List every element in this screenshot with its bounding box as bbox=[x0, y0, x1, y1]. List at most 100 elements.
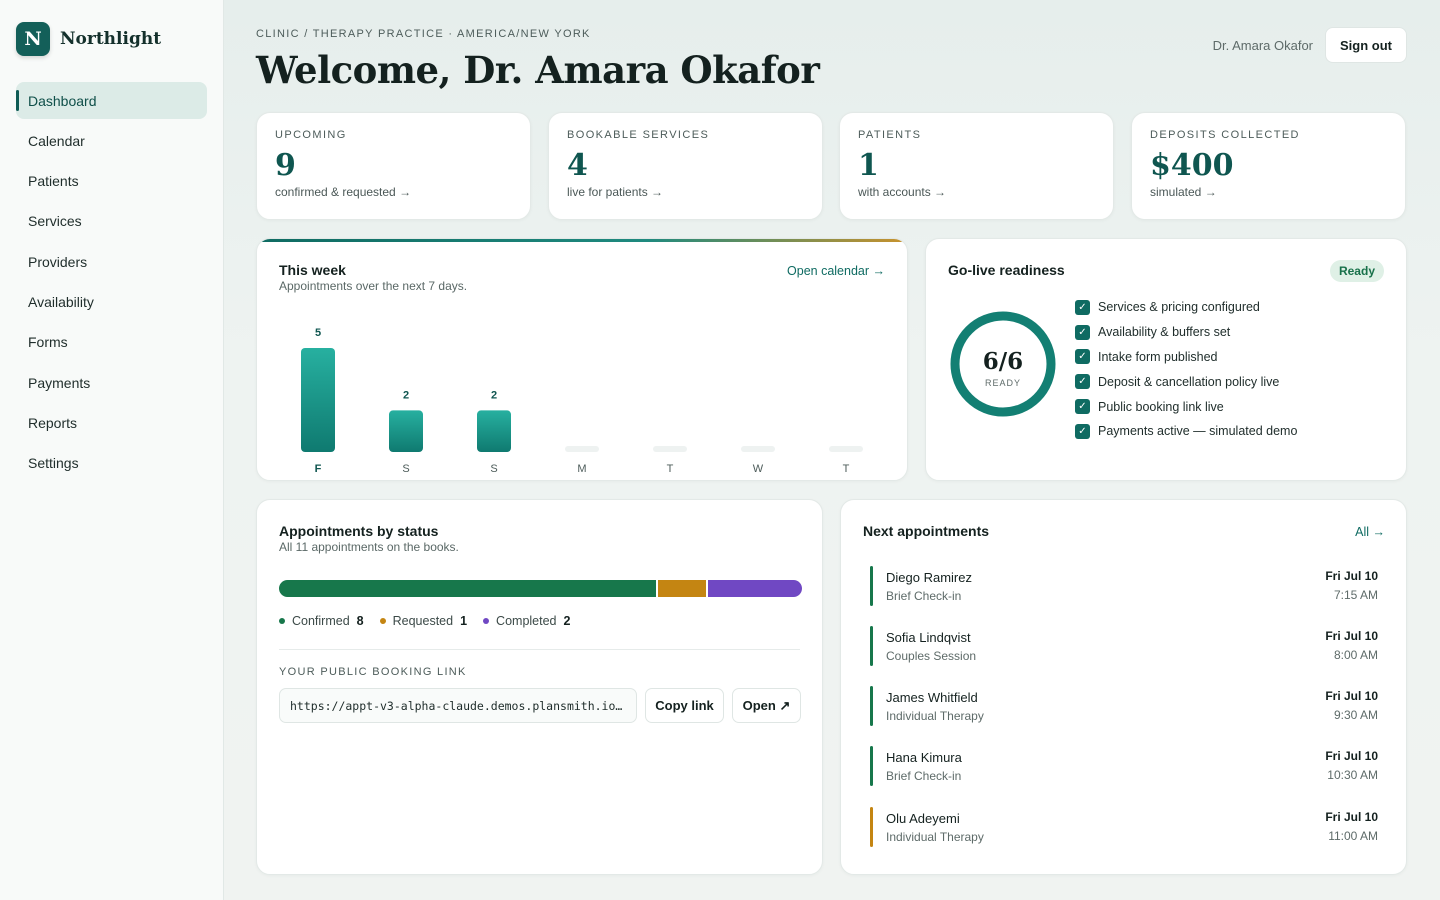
checklist-item: ✓ Public booking link live bbox=[1075, 394, 1297, 419]
check-icon: ✓ bbox=[1075, 324, 1090, 340]
chart-tick-day: T bbox=[667, 463, 674, 475]
appointment-status-bar bbox=[870, 746, 873, 786]
appointment-patient: Hana Kimura bbox=[886, 750, 962, 765]
copy-link-button[interactable]: Copy link bbox=[645, 688, 724, 723]
status-stacked-bar bbox=[279, 580, 802, 597]
legend-count: 1 bbox=[460, 614, 468, 628]
accent-strip bbox=[257, 239, 907, 242]
card-title: This week bbox=[279, 262, 346, 278]
sidebar-item-reports[interactable]: Reports bbox=[28, 414, 78, 431]
breadcrumb: CLINIC / THERAPY PRACTICE · AMERICA/NEW … bbox=[256, 28, 591, 40]
chart-bar-empty bbox=[565, 446, 599, 452]
page-title: Welcome, Dr. Amara Okafor bbox=[256, 48, 820, 92]
open-calendar-link[interactable]: Open calendar → bbox=[787, 264, 885, 278]
next-appointments-card: Next appointments All → Diego Ramirez Br… bbox=[840, 499, 1407, 875]
check-icon: ✓ bbox=[1075, 374, 1090, 390]
stat-card-deposits[interactable]: DEPOSITS COLLECTED $400 simulated → bbox=[1131, 112, 1406, 220]
legend-label: Confirmed bbox=[292, 614, 350, 628]
appointment-service: Brief Check-in bbox=[886, 589, 962, 603]
readiness-checklist: ✓ Services & pricing configured ✓ Availabi… bbox=[1075, 295, 1297, 444]
appointment-status-bar bbox=[870, 626, 873, 666]
checklist-item-label: Services & pricing configured bbox=[1098, 300, 1260, 315]
appointment-date: Fri Jul 10 bbox=[1325, 749, 1378, 763]
chart-bar[interactable] bbox=[389, 410, 423, 452]
open-link-button[interactable]: Open ↗ bbox=[732, 688, 801, 723]
check-icon: ✓ bbox=[1075, 349, 1090, 365]
card-title: Appointments by status bbox=[279, 523, 439, 539]
all-appointments-link[interactable]: All → bbox=[1355, 525, 1385, 539]
sidebar-item-services[interactable]: Services bbox=[28, 213, 82, 230]
appointment-item[interactable]: Olu Adeyemi Individual Therapy Fri Jul 1… bbox=[870, 807, 1378, 847]
chart-bar-empty bbox=[741, 446, 775, 452]
legend-label: Requested bbox=[392, 614, 454, 628]
stat-value: 4 bbox=[567, 148, 588, 183]
stat-link[interactable]: live for patients → bbox=[567, 185, 664, 199]
appointment-service: Brief Check-in bbox=[886, 769, 962, 783]
chart-tick-day: W bbox=[753, 463, 764, 475]
appointment-time: 11:00 AM bbox=[1328, 829, 1378, 843]
stat-card-bookable-services[interactable]: BOOKABLE SERVICES 4 live for patients → bbox=[548, 112, 823, 220]
brand-name: Northlight bbox=[60, 29, 162, 49]
brand-logo: N bbox=[16, 22, 50, 56]
divider bbox=[279, 649, 800, 650]
chart-tick-day: F bbox=[315, 463, 322, 475]
appointment-time: 9:30 AM bbox=[1333, 708, 1378, 722]
checklist-item: ✓ Intake form published bbox=[1075, 345, 1297, 370]
stat-label: UPCOMING bbox=[275, 129, 347, 141]
readiness-score: 6/6 bbox=[983, 348, 1023, 375]
status-segment-requested bbox=[658, 580, 706, 597]
appointment-service: Individual Therapy bbox=[886, 830, 984, 844]
sidebar-item-calendar[interactable]: Calendar bbox=[28, 132, 85, 149]
stat-link[interactable]: confirmed & requested → bbox=[275, 185, 412, 199]
appointment-status-bar bbox=[870, 686, 873, 726]
checklist-item-label: Deposit & cancellation policy live bbox=[1098, 374, 1280, 389]
appointment-patient: Olu Adeyemi bbox=[886, 811, 960, 826]
sidebar-item-patients[interactable]: Patients bbox=[28, 173, 79, 190]
card-subtitle: All 11 appointments on the books. bbox=[279, 540, 459, 554]
legend-count: 8 bbox=[356, 614, 364, 628]
sidebar-item-payments[interactable]: Payments bbox=[28, 374, 91, 391]
checklist-item: ✓ Availability & buffers set bbox=[1075, 320, 1297, 345]
stat-link[interactable]: with accounts → bbox=[858, 185, 947, 199]
appointment-date: Fri Jul 10 bbox=[1325, 629, 1378, 643]
ring-progress bbox=[950, 311, 1056, 417]
stat-card-upcoming[interactable]: UPCOMING 9 confirmed & requested → bbox=[256, 112, 531, 220]
appointment-item[interactable]: Diego Ramirez Brief Check-in Fri Jul 10 … bbox=[870, 566, 1378, 606]
sign-out-button[interactable]: Sign out bbox=[1325, 27, 1407, 63]
sidebar-item-providers[interactable]: Providers bbox=[28, 253, 88, 270]
legend-item-completed: Completed 2 bbox=[483, 614, 570, 628]
chart-bar[interactable] bbox=[301, 348, 335, 452]
chart-tick-day: M bbox=[577, 463, 586, 475]
stat-link[interactable]: simulated → bbox=[1150, 185, 1217, 199]
chart-data-label: 5 bbox=[315, 327, 321, 339]
card-subtitle: Appointments over the next 7 days. bbox=[279, 279, 468, 293]
status-segment-completed bbox=[707, 580, 802, 597]
appointment-service: Couples Session bbox=[886, 649, 977, 663]
legend-dot bbox=[279, 618, 285, 624]
chart-data-label: 2 bbox=[403, 389, 409, 401]
status-badge: Ready bbox=[1329, 260, 1384, 282]
chart-bar-empty bbox=[829, 446, 863, 452]
appointment-item[interactable]: Sofia Lindqvist Couples Session Fri Jul … bbox=[870, 626, 1378, 666]
readiness-ring: 6/6 READY bbox=[950, 311, 1056, 417]
legend-dot bbox=[483, 618, 490, 624]
sidebar-item-availability[interactable]: Availability bbox=[28, 293, 94, 310]
booking-link-label: YOUR PUBLIC BOOKING LINK bbox=[279, 666, 467, 678]
appointment-item[interactable]: Hana Kimura Brief Check-in Fri Jul 10 10… bbox=[870, 746, 1378, 786]
booking-url-field[interactable]: https://appt-v3-alpha-claude.demos.plans… bbox=[279, 688, 637, 723]
sidebar-item-settings[interactable]: Settings bbox=[28, 455, 79, 472]
sidebar-item-dashboard[interactable]: Dashboard bbox=[16, 82, 207, 119]
brand[interactable]: N Northlight bbox=[16, 22, 161, 56]
chart-bar[interactable] bbox=[477, 410, 511, 452]
legend-item-confirmed: Confirmed 8 bbox=[279, 614, 364, 628]
legend-label: Completed bbox=[496, 614, 557, 628]
stat-card-patients[interactable]: PATIENTS 1 with accounts → bbox=[839, 112, 1114, 220]
readiness-score-label: READY bbox=[985, 378, 1021, 388]
go-live-readiness-card: Go-live readiness Ready 6/6 READY ✓ Servi… bbox=[925, 238, 1407, 481]
sidebar-item-forms[interactable]: Forms bbox=[28, 334, 68, 351]
checklist-item-label: Intake form published bbox=[1098, 349, 1218, 364]
appointment-patient: Sofia Lindqvist bbox=[886, 630, 971, 645]
legend-dot bbox=[379, 618, 386, 624]
appointment-item[interactable]: James Whitfield Individual Therapy Fri J… bbox=[870, 686, 1378, 726]
